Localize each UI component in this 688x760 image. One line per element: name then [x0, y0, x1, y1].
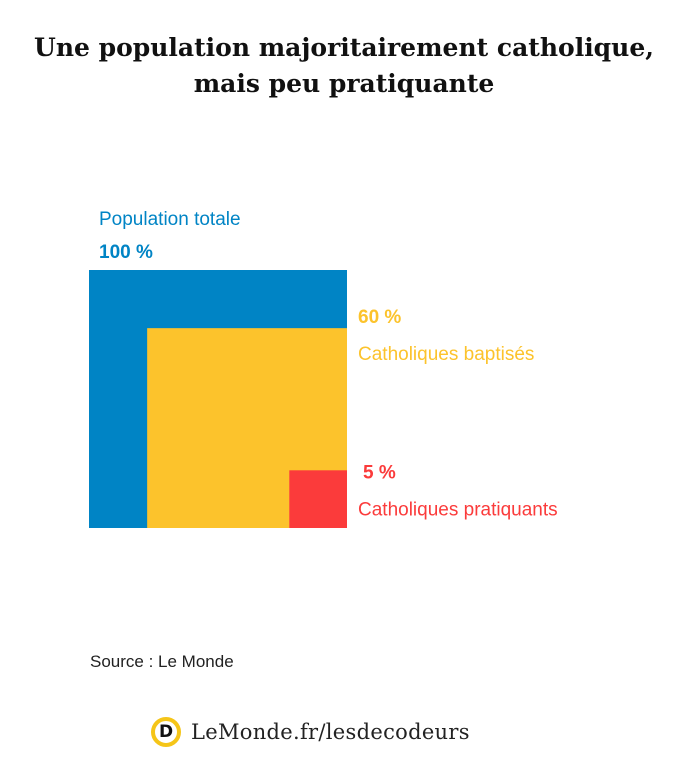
square-catholiques-pratiquants	[289, 470, 347, 528]
footer-branding: D LeMonde.fr/lesdecodeurs	[151, 712, 470, 752]
source-note: Source : Le Monde	[90, 652, 234, 671]
label-catholiques-pratiquants: Catholiques pratiquants	[358, 499, 558, 520]
nested-squares-chart: Population totale 100 % 60 % Catholiques…	[89, 209, 558, 528]
value-catholiques-pratiquants: 5 %	[363, 462, 396, 483]
decodeurs-logo-icon: D	[151, 717, 181, 747]
label-population-totale: Population totale	[99, 209, 241, 230]
footer-url: LeMonde.fr/lesdecodeurs	[191, 720, 470, 744]
chart-title-line-2: mais peu pratiquante	[193, 69, 495, 98]
value-population-totale: 100 %	[99, 242, 153, 263]
label-catholiques-baptises: Catholiques baptisés	[358, 344, 534, 365]
value-catholiques-baptises: 60 %	[358, 307, 401, 328]
chart-title-line-1: Une population majoritairement catholiqu…	[34, 33, 654, 62]
chart-title: Une population majoritairement catholiqu…	[0, 30, 688, 102]
